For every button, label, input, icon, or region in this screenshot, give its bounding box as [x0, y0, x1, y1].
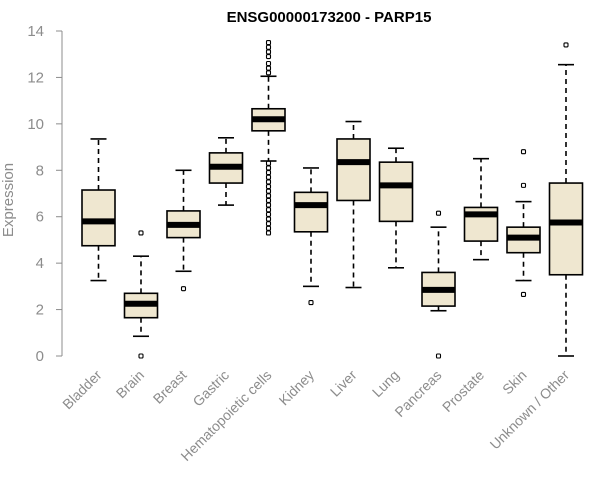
outlier-point	[520, 182, 527, 188]
outlier-point	[265, 221, 272, 227]
iqr-box	[81, 189, 116, 247]
box-prostate	[463, 157, 499, 261]
outlier-point	[265, 70, 272, 76]
outlier-point	[265, 211, 272, 217]
outlier-point	[265, 188, 272, 194]
outlier-point	[520, 291, 527, 298]
outlier-point	[265, 170, 272, 176]
x-tick-label: Unknown / Other	[487, 367, 573, 453]
outlier-point	[265, 207, 272, 213]
y-axis-label: Expression	[0, 163, 17, 237]
outlier-point	[435, 353, 442, 359]
outlier-point	[138, 230, 144, 236]
x-tick-label: Prostate	[439, 367, 487, 415]
outlier-point	[265, 49, 272, 55]
chart-title: ENSG00000173200 - PARP15	[227, 9, 432, 26]
y-tick-label: 8	[36, 162, 44, 179]
x-tick-label: Kidney	[276, 367, 318, 409]
outlier-point	[265, 44, 272, 50]
iqr-box	[548, 182, 584, 276]
box-brain	[123, 230, 159, 359]
outlier-point	[265, 230, 272, 236]
y-tick-label: 12	[27, 69, 44, 86]
box-skin	[506, 149, 541, 298]
x-tick-label: Brain	[113, 367, 147, 401]
outlier-point	[265, 197, 272, 204]
outlier-point	[138, 353, 144, 359]
boxes	[81, 40, 584, 359]
x-tick-label: Pancreas	[391, 367, 444, 420]
x-tick-label: Bladder	[59, 367, 105, 413]
box-breast	[166, 169, 201, 292]
outlier-point	[180, 286, 187, 292]
outlier-point	[563, 42, 569, 48]
box-bladder	[81, 138, 116, 282]
outlier-point	[520, 149, 527, 155]
outlier-point	[435, 210, 442, 216]
y-tick-label: 2	[36, 302, 44, 319]
box-kidney	[293, 167, 329, 306]
box-unknown-other	[548, 42, 584, 357]
x-tick-label: Skin	[499, 367, 530, 398]
outlier-point	[265, 53, 272, 60]
y-axis: 0 2 4 6 8 10 12 14	[27, 23, 63, 365]
iqr-box	[378, 161, 414, 223]
outlier-point	[265, 225, 272, 231]
y-tick-label: 6	[36, 209, 44, 226]
outlier-point	[308, 300, 314, 306]
x-tick-label: Lung	[369, 367, 402, 400]
outlier-point	[265, 174, 272, 180]
box-lung	[378, 147, 414, 269]
x-tick-label: Liver	[327, 367, 360, 400]
iqr-box	[293, 191, 329, 233]
y-tick-label: 4	[36, 255, 44, 272]
iqr-box	[336, 138, 371, 202]
outlier-point	[265, 193, 272, 199]
outlier-point	[265, 202, 272, 208]
outlier-point	[265, 40, 272, 46]
x-tick-label: Breast	[150, 367, 190, 407]
y-tick-label: 10	[27, 116, 44, 133]
outlier-point	[265, 65, 272, 71]
outlier-point	[265, 183, 272, 190]
box-pancreas	[421, 210, 456, 359]
y-tick-label: 14	[27, 23, 44, 40]
outlier-point	[265, 216, 272, 222]
box-liver	[336, 120, 371, 289]
box-gastric	[208, 136, 244, 206]
y-tick-label: 0	[36, 348, 44, 365]
outlier-point	[265, 60, 272, 67]
box-hematopoietic-cells	[251, 40, 286, 236]
outlier-point	[265, 165, 272, 171]
outlier-point	[265, 160, 272, 166]
outlier-point	[265, 179, 272, 185]
